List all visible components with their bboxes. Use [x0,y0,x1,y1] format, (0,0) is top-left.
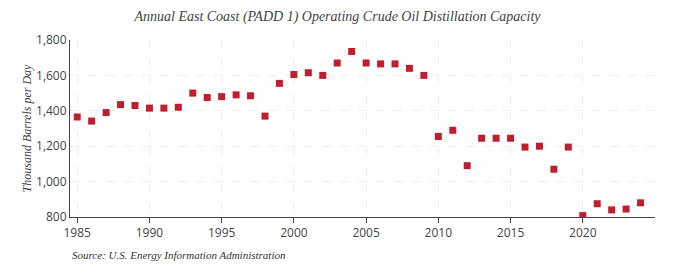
svg-text:1,000: 1,000 [36,173,67,190]
svg-text:Source: U.S. Energy Informatio: Source: U.S. Energy Information Administ… [72,249,286,261]
svg-text:1,800: 1,800 [36,31,67,48]
svg-text:2010: 2010 [425,224,453,241]
svg-text:2005: 2005 [352,224,380,241]
svg-text:800: 800 [46,208,67,225]
svg-text:2020: 2020 [569,224,597,241]
svg-text:1995: 1995 [208,224,236,241]
svg-text:1990: 1990 [136,224,164,241]
svg-text:Thousand Barrels per Day: Thousand Barrels per Day [20,64,34,193]
svg-text:2015: 2015 [497,224,525,241]
svg-text:1,400: 1,400 [36,102,67,119]
svg-text:1,600: 1,600 [36,67,67,84]
svg-text:1985: 1985 [63,224,91,241]
svg-text:2000: 2000 [280,224,308,241]
svg-text:Annual East Coast (PADD 1) Ope: Annual East Coast (PADD 1) Operating Cru… [133,9,541,25]
svg-text:1,200: 1,200 [36,137,67,154]
